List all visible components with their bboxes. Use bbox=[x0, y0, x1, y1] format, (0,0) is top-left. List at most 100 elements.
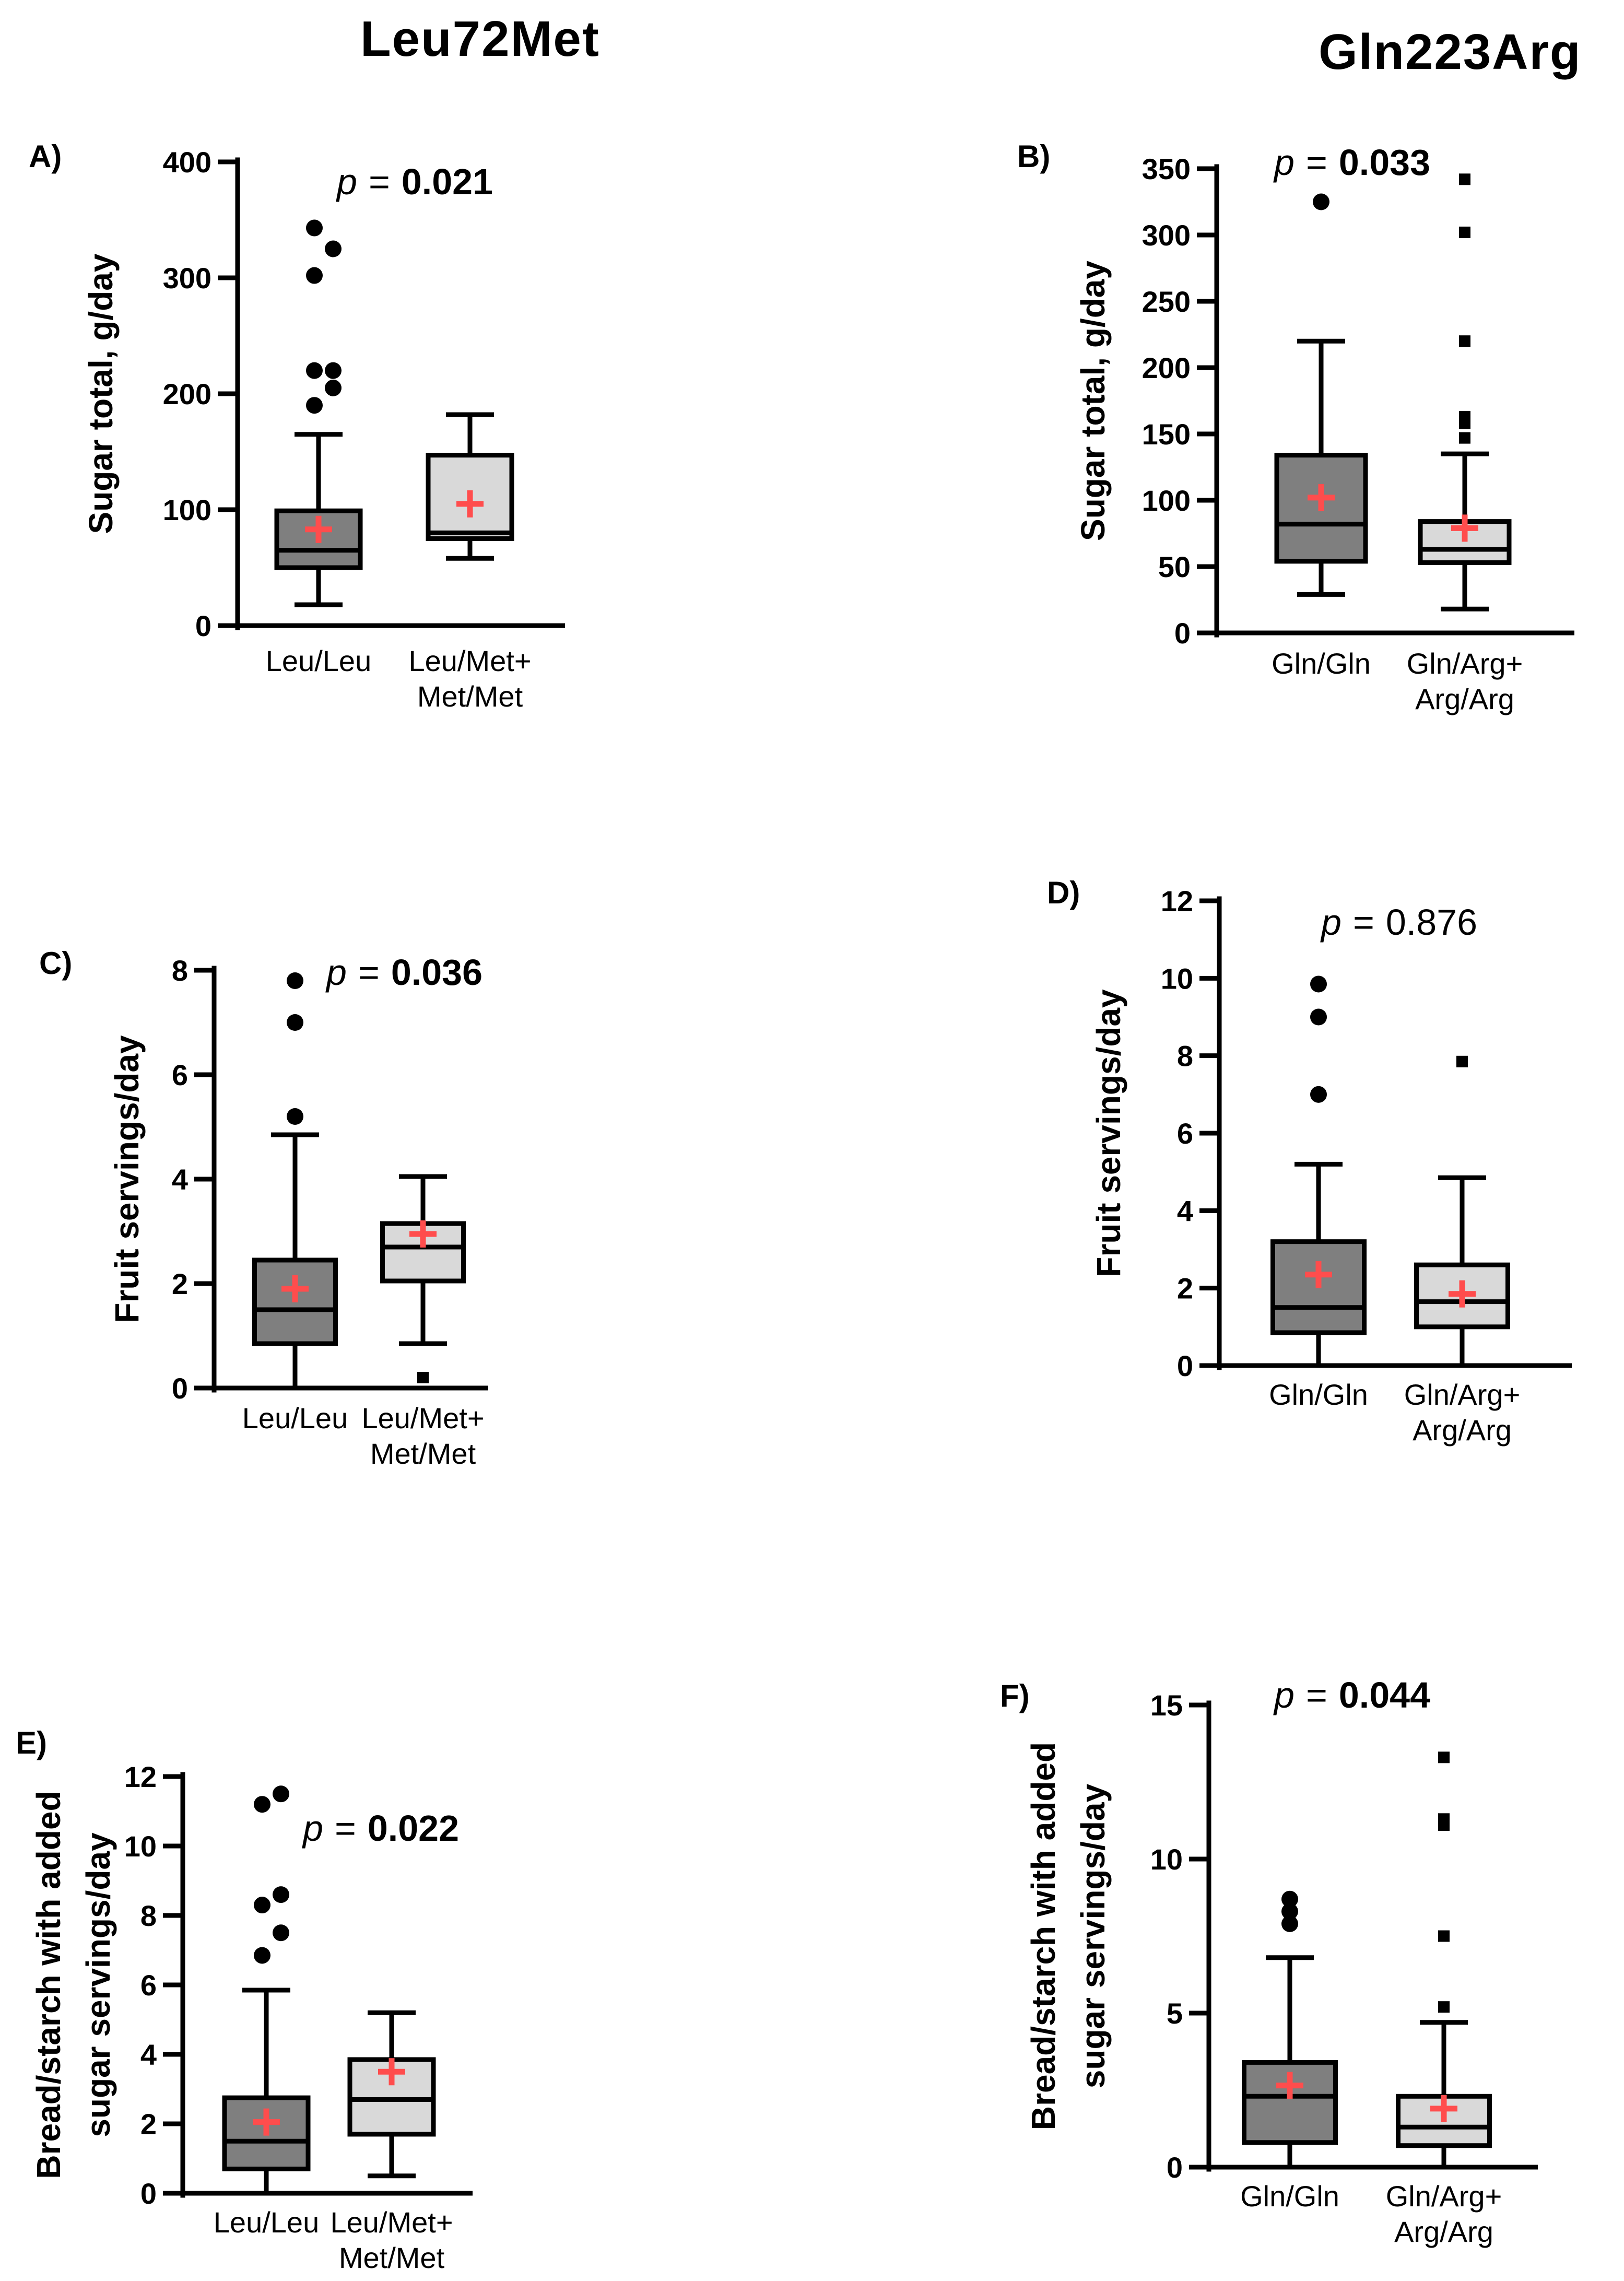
chart-panel-d: D) 0 2 4 6 8 10 12 Fruit servings/day p = 0.876 Gln/… bbox=[1047, 875, 1572, 1447]
y-tick-label: 350 bbox=[1142, 152, 1191, 185]
y-tick-label: 10 bbox=[124, 1830, 157, 1863]
outlier-point bbox=[273, 1886, 289, 1903]
outlier-point bbox=[1459, 335, 1470, 347]
p-value: 0.876 bbox=[1386, 902, 1477, 943]
p-value: 0.036 bbox=[391, 952, 483, 993]
p-value-annotation: p = 0.022 bbox=[302, 1808, 459, 1849]
y-tick-label: 0 bbox=[1167, 2151, 1183, 2184]
p-value-annotation: p = 0.876 bbox=[1320, 902, 1477, 943]
box-iqr bbox=[222, 2095, 311, 2171]
box-group bbox=[1242, 1890, 1338, 2170]
panel-label: D) bbox=[1047, 875, 1080, 910]
outlier-point bbox=[273, 1924, 289, 1942]
category-label-line: Met/Met bbox=[370, 1437, 476, 1470]
panel-label: B) bbox=[1017, 139, 1050, 174]
outlier-point bbox=[1438, 2001, 1450, 2013]
y-axis-label-line: Bread/starch with added bbox=[1025, 1742, 1062, 2130]
outlier-point bbox=[254, 1897, 270, 1914]
p-value-annotation: p = 0.021 bbox=[336, 161, 493, 202]
y-tick-label: 6 bbox=[140, 1969, 157, 2002]
category-label-line: Arg/Arg bbox=[1394, 2215, 1493, 2248]
outlier-point bbox=[1459, 410, 1470, 422]
y-tick-label: 200 bbox=[163, 378, 211, 410]
box-group bbox=[274, 219, 363, 607]
y-tick-label: 10 bbox=[1150, 1843, 1183, 1876]
outlier-point bbox=[1310, 1086, 1327, 1103]
y-tick-label: 150 bbox=[1142, 418, 1191, 451]
y-tick-label: 15 bbox=[1150, 1689, 1183, 1722]
category-label-line: Arg/Arg bbox=[1415, 683, 1514, 715]
category-label: Leu/Leu bbox=[266, 644, 371, 677]
box-group bbox=[426, 412, 514, 561]
outlier-point bbox=[1281, 1915, 1298, 1932]
outlier-point bbox=[325, 240, 342, 257]
y-axis-label: Sugar total, g/day bbox=[1074, 261, 1112, 541]
panel-label: A) bbox=[29, 139, 62, 174]
box-group bbox=[1418, 173, 1512, 612]
y-tick-label: 6 bbox=[172, 1059, 188, 1091]
category-label-line: Gln/Arg+ bbox=[1404, 1378, 1521, 1411]
category-label: Gln/Gln bbox=[1240, 2180, 1339, 2213]
category-label-line: Leu/Met+ bbox=[408, 644, 531, 677]
outlier-point bbox=[287, 1108, 303, 1125]
p-value: 0.033 bbox=[1339, 142, 1430, 183]
p-equals: = bbox=[1306, 142, 1327, 183]
outlier-point bbox=[1459, 226, 1470, 238]
p-value-annotation: p = 0.044 bbox=[1273, 1675, 1430, 1715]
y-tick-label: 8 bbox=[1177, 1040, 1193, 1073]
y-tick-label: 10 bbox=[1161, 962, 1193, 995]
category-label-line: Gln/Gln bbox=[1240, 2180, 1339, 2213]
panel-label: C) bbox=[39, 946, 72, 981]
p-symbol: p bbox=[302, 1808, 323, 1849]
category-label-line: Gln/Gln bbox=[1269, 1378, 1368, 1411]
y-axis-label: Fruit servings/day bbox=[108, 1035, 146, 1323]
panel-label: E) bbox=[16, 1725, 47, 1760]
outlier-point bbox=[254, 1796, 270, 1813]
outlier-point bbox=[1459, 432, 1470, 444]
y-axis-label: Bread/starch with added sugar servings/da… bbox=[30, 1791, 117, 2179]
outlier-point bbox=[1310, 1008, 1327, 1026]
p-symbol: p bbox=[1320, 902, 1341, 943]
column-title-right: Gln223Arg bbox=[1319, 24, 1582, 80]
category-label: Gln/Arg+ Arg/Arg bbox=[1404, 1378, 1521, 1447]
outlier-point bbox=[306, 397, 323, 414]
outlier-point bbox=[1456, 1055, 1468, 1067]
y-tick-label: 8 bbox=[172, 954, 188, 987]
y-tick-label: 2 bbox=[1177, 1272, 1193, 1305]
category-label-line: Leu/Met+ bbox=[361, 1402, 484, 1435]
y-tick-label: 300 bbox=[1142, 219, 1191, 252]
outlier-point bbox=[287, 972, 303, 989]
category-label: Leu/Met+ Met/Met bbox=[361, 1402, 484, 1470]
y-tick-label: 100 bbox=[163, 493, 211, 526]
y-tick-label: 0 bbox=[1174, 617, 1191, 650]
p-equals: = bbox=[369, 161, 390, 202]
y-tick-label: 200 bbox=[1142, 351, 1191, 384]
y-tick-label: 12 bbox=[1161, 885, 1193, 918]
category-label-line: Gln/Gln bbox=[1272, 647, 1371, 680]
p-value: 0.021 bbox=[402, 161, 493, 202]
y-tick-label: 50 bbox=[1158, 550, 1191, 583]
outlier-point bbox=[1438, 1930, 1450, 1942]
category-label-line: Met/Met bbox=[417, 680, 523, 713]
y-axis-label-line: sugar servings/day bbox=[79, 1832, 117, 2137]
category-label-line: Leu/Met+ bbox=[330, 2206, 453, 2239]
y-tick-label: 2 bbox=[140, 2108, 157, 2141]
y-tick-label: 250 bbox=[1142, 285, 1191, 318]
outlier-point bbox=[254, 1947, 270, 1964]
box-group bbox=[252, 972, 338, 1391]
category-label-line: Leu/Leu bbox=[242, 1402, 348, 1435]
y-tick-label: 4 bbox=[1177, 1194, 1193, 1227]
y-tick-label: 0 bbox=[172, 1372, 188, 1405]
box-group bbox=[1270, 975, 1367, 1368]
panel-label: F) bbox=[1000, 1678, 1030, 1713]
y-axis-label-line: Fruit servings/day bbox=[1090, 989, 1127, 1277]
outlier-point bbox=[1438, 1751, 1450, 1763]
outlier-point bbox=[306, 267, 323, 284]
y-tick-label: 0 bbox=[140, 2177, 157, 2210]
outlier-point bbox=[1459, 173, 1470, 185]
outlier-point bbox=[1313, 193, 1329, 210]
y-axis-label-line: Sugar total, g/day bbox=[82, 253, 120, 534]
y-axis-label: Sugar total, g/day bbox=[82, 253, 120, 534]
category-label-line: Gln/Arg+ bbox=[1407, 647, 1523, 680]
category-label: Leu/Met+ Met/Met bbox=[408, 644, 531, 713]
